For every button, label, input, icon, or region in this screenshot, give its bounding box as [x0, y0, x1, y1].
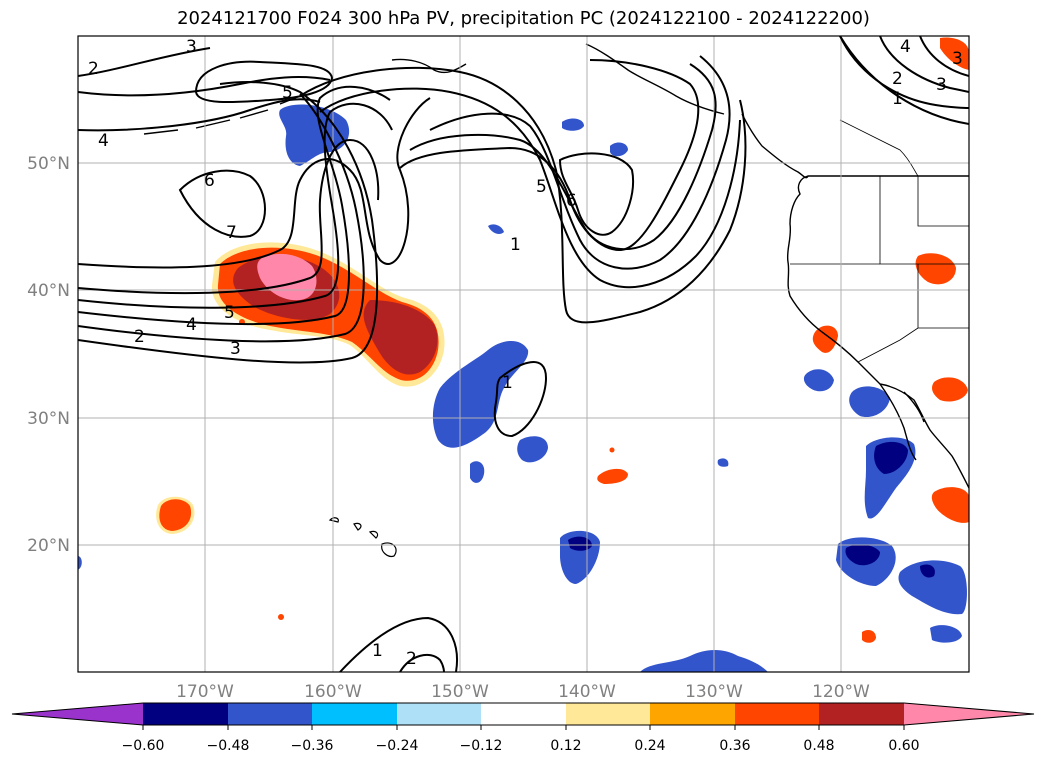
- contour-label: 7: [226, 223, 237, 243]
- contour-label: 5: [224, 303, 235, 323]
- longitude-label: 150°W: [431, 682, 489, 702]
- colorbar-tick-label: −0.60: [122, 738, 165, 754]
- plot-frame: [77, 35, 970, 673]
- latitude-label: 20°N: [27, 536, 70, 556]
- precip-positive-cells: [156, 37, 969, 643]
- colorbar: −0.60 −0.48 −0.36 −0.24 −0.12 0.12 0.24 …: [11, 702, 1035, 754]
- map-title: 2024121700 F024 300 hPa PV, precipitatio…: [177, 8, 870, 29]
- contour-label: 4: [186, 315, 197, 335]
- longitude-axis: 170°W 160°W 150°W 140°W 130°W 120°W: [176, 682, 870, 702]
- contour-label: 1: [502, 373, 513, 393]
- colorbar-segment: [312, 703, 397, 725]
- contour-label: 2: [88, 59, 99, 79]
- colorbar-segment: [819, 703, 904, 725]
- colorbar-tick-label: 0.24: [634, 738, 665, 754]
- colorbar-tick-label: 0.48: [803, 738, 834, 754]
- contour-label: 2: [134, 327, 145, 347]
- colorbar-extend-right: [904, 703, 1034, 725]
- colorbar-tick-label: 0.12: [550, 738, 581, 754]
- colorbar-tick-label: −0.12: [460, 738, 503, 754]
- colorbar-tick-label: 0.60: [888, 738, 919, 754]
- longitude-label: 140°W: [558, 682, 616, 702]
- contour-label: 4: [98, 131, 109, 151]
- latitude-label: 50°N: [27, 154, 70, 174]
- state-borders: [790, 119, 969, 363]
- colorbar-segment: [481, 703, 566, 725]
- contour-label: 1: [892, 89, 903, 109]
- contour-label: 2: [406, 649, 417, 669]
- colorbar-segment: [143, 703, 228, 725]
- precip-negative-anomaly-cells: [78, 104, 968, 672]
- longitude-label: 120°W: [812, 682, 870, 702]
- latitude-label: 40°N: [27, 281, 70, 301]
- colorbar-tick-label: −0.24: [376, 738, 419, 754]
- gridlines: [78, 36, 969, 672]
- contour-label: 3: [936, 75, 947, 95]
- colorbar-segment: [566, 703, 650, 725]
- colorbar-segment: [397, 703, 481, 725]
- colorbar-tick-label: 0.36: [719, 738, 750, 754]
- contour-label: 6: [204, 171, 215, 191]
- colorbar-segment: [650, 703, 735, 725]
- contour-label: 1: [372, 641, 383, 661]
- hawaiian-islands: [328, 517, 397, 557]
- latitude-label: 30°N: [27, 409, 70, 429]
- contour-label: 1: [510, 235, 521, 255]
- longitude-label: 170°W: [176, 682, 234, 702]
- colorbar-tick-label: −0.36: [291, 738, 334, 754]
- colorbar-segment: [735, 703, 819, 725]
- contour-label: 2: [892, 69, 903, 89]
- colorbar-segment: [228, 703, 312, 725]
- contour-label: 3: [186, 37, 197, 57]
- contour-label: 6: [566, 191, 577, 211]
- contour-label: 5: [282, 83, 293, 103]
- longitude-label: 160°W: [304, 682, 362, 702]
- colorbar-extend-left: [12, 703, 143, 725]
- pv-contours: [78, 36, 969, 672]
- contour-label: 5: [536, 177, 547, 197]
- contour-label: 4: [900, 37, 911, 57]
- pv-contour-labels: 2 3 4 4 5 5 6 7 2 3 5 6 1 1 2 1 4 3 2 1 …: [88, 37, 963, 669]
- colorbar-tick-label: −0.48: [207, 738, 250, 754]
- contour-label: 3: [952, 49, 963, 69]
- latitude-axis: 50°N 40°N 30°N 20°N: [27, 154, 70, 556]
- longitude-label: 130°W: [685, 682, 743, 702]
- map-plot-area: 2 3 4 4 5 5 6 7 2 3 5 6 1 1 2 1 4 3 2 1 …: [78, 36, 969, 672]
- contour-label: 3: [230, 339, 241, 359]
- precip-positive-anomaly-band: [211, 242, 445, 387]
